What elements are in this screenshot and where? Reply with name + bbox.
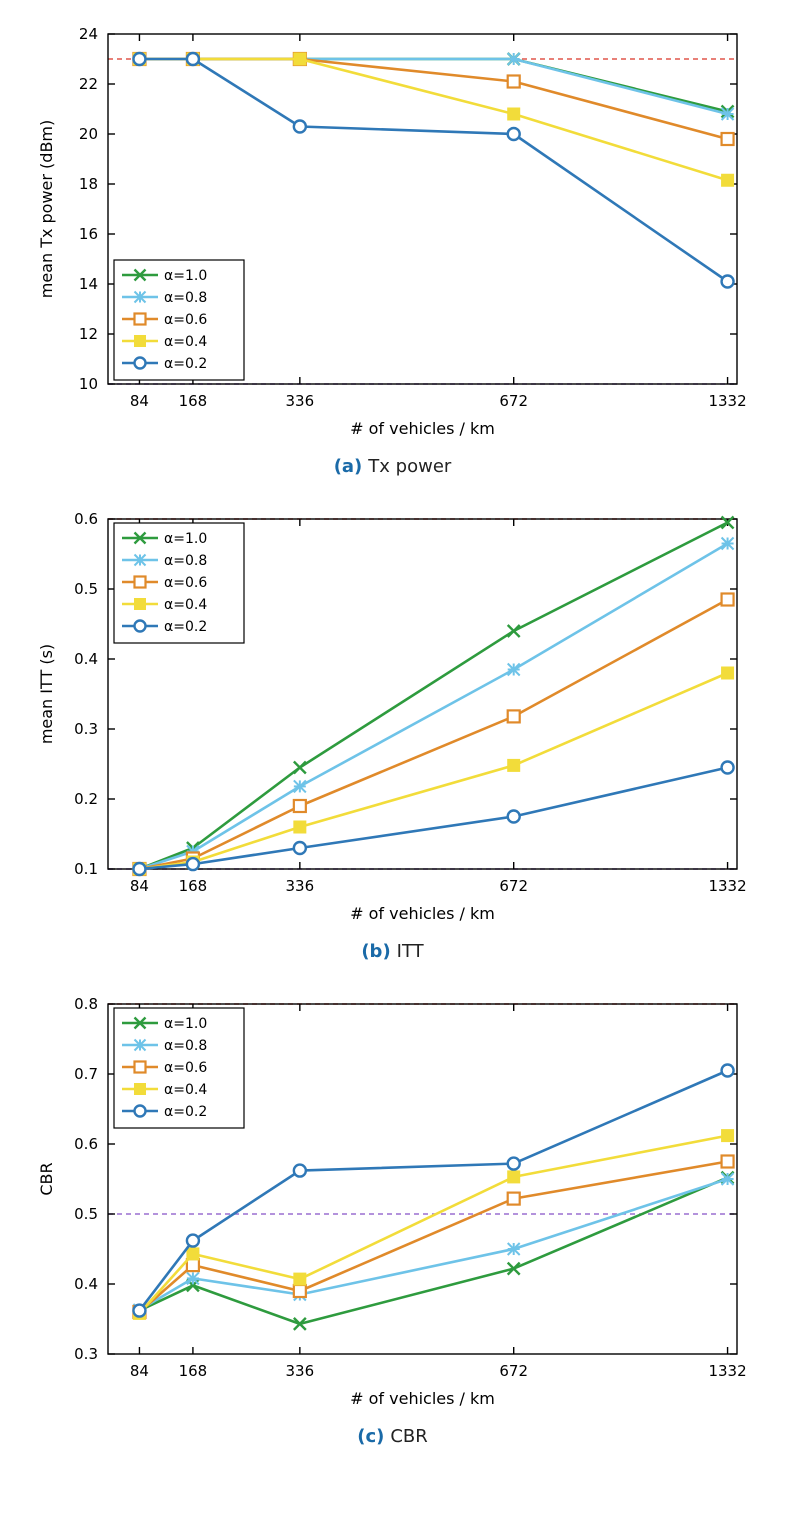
svg-text:# of vehicles / km: # of vehicles / km (350, 419, 495, 438)
svg-text:0.7: 0.7 (74, 1065, 98, 1083)
svg-text:0.4: 0.4 (74, 650, 98, 668)
svg-text:α=0.6: α=0.6 (164, 312, 207, 328)
svg-text:α=0.6: α=0.6 (164, 575, 207, 591)
chart-a: 10 12 14 16 18 20 22 24 84 168 336 672 1332 # of vehi… (30, 20, 755, 450)
caption-a-tag: (a) (334, 456, 363, 477)
svg-text:α=0.6: α=0.6 (164, 1060, 207, 1076)
svg-text:0.1: 0.1 (74, 860, 98, 878)
svg-text:α=1.0: α=1.0 (164, 1016, 207, 1032)
svg-text:0.3: 0.3 (74, 1345, 98, 1363)
svg-text:22: 22 (79, 75, 98, 93)
svg-text:CBR: CBR (37, 1162, 56, 1195)
caption-b: (b) ITT (30, 941, 755, 962)
caption-a: (a)Tx power (30, 456, 755, 477)
svg-text:α=0.8: α=0.8 (164, 1038, 207, 1054)
svg-text:168: 168 (179, 392, 208, 410)
svg-text:α=0.4: α=0.4 (164, 334, 207, 350)
svg-text:0.6: 0.6 (74, 1135, 98, 1153)
svg-text:18: 18 (79, 175, 98, 193)
caption-b-tag: (b) (361, 941, 390, 962)
svg-text:mean ITT (s): mean ITT (s) (37, 644, 56, 744)
svg-text:168: 168 (179, 1362, 208, 1380)
svg-text:0.2: 0.2 (74, 790, 98, 808)
panel-b: 0.1 0.2 0.3 0.4 0.5 0.6 84 168 336 672 1332 # of ve… (30, 505, 755, 962)
svg-text:336: 336 (286, 392, 315, 410)
svg-text:0.5: 0.5 (74, 1205, 98, 1223)
caption-b-text: ITT (397, 941, 424, 962)
svg-text:α=0.4: α=0.4 (164, 597, 207, 613)
caption-a-text: Tx power (368, 456, 451, 477)
svg-text:α=0.4: α=0.4 (164, 1082, 207, 1098)
svg-text:α=0.2: α=0.2 (164, 356, 207, 372)
chart-c: 0.3 0.4 0.5 0.6 0.7 0.8 84 168 336 672 1332 # of ve… (30, 990, 755, 1420)
svg-text:84: 84 (130, 1362, 149, 1380)
svg-text:20: 20 (79, 125, 98, 143)
svg-text:0.5: 0.5 (74, 580, 98, 598)
svg-text:α=0.8: α=0.8 (164, 553, 207, 569)
svg-text:672: 672 (499, 1362, 528, 1380)
svg-text:0.8: 0.8 (74, 995, 98, 1013)
svg-text:0.4: 0.4 (74, 1275, 98, 1293)
svg-text:α=0.2: α=0.2 (164, 1104, 207, 1120)
svg-text:# of vehicles / km: # of vehicles / km (350, 1389, 495, 1408)
svg-text:672: 672 (499, 877, 528, 895)
svg-text:α=1.0: α=1.0 (164, 531, 207, 547)
svg-text:14: 14 (79, 275, 98, 293)
caption-c-tag: (c) (357, 1426, 384, 1447)
svg-text:24: 24 (79, 25, 98, 43)
chart-b: 0.1 0.2 0.3 0.4 0.5 0.6 84 168 336 672 1332 # of ve… (30, 505, 755, 935)
figure-page: 10 12 14 16 18 20 22 24 84 168 336 672 1332 # of vehi… (0, 0, 785, 1505)
svg-text:336: 336 (286, 877, 315, 895)
caption-c: (c) CBR (30, 1426, 755, 1447)
panel-c: 0.3 0.4 0.5 0.6 0.7 0.8 84 168 336 672 1332 # of ve… (30, 990, 755, 1447)
svg-text:1332: 1332 (708, 877, 746, 895)
panel-a: 10 12 14 16 18 20 22 24 84 168 336 672 1332 # of vehi… (30, 20, 755, 477)
svg-text:168: 168 (179, 877, 208, 895)
svg-text:16: 16 (79, 225, 98, 243)
svg-text:0.6: 0.6 (74, 510, 98, 528)
svg-text:α=0.8: α=0.8 (164, 290, 207, 306)
svg-text:84: 84 (130, 877, 149, 895)
svg-text:672: 672 (499, 392, 528, 410)
svg-text:336: 336 (286, 1362, 315, 1380)
svg-text:1332: 1332 (708, 1362, 746, 1380)
svg-text:# of vehicles / km: # of vehicles / km (350, 904, 495, 923)
svg-text:mean Tx power (dBm): mean Tx power (dBm) (37, 120, 56, 299)
svg-text:10: 10 (79, 375, 98, 393)
svg-text:0.3: 0.3 (74, 720, 98, 738)
svg-text:84: 84 (130, 392, 149, 410)
svg-text:α=1.0: α=1.0 (164, 268, 207, 284)
caption-c-text: CBR (390, 1426, 427, 1447)
svg-text:α=0.2: α=0.2 (164, 619, 207, 635)
svg-text:1332: 1332 (708, 392, 746, 410)
svg-text:12: 12 (79, 325, 98, 343)
